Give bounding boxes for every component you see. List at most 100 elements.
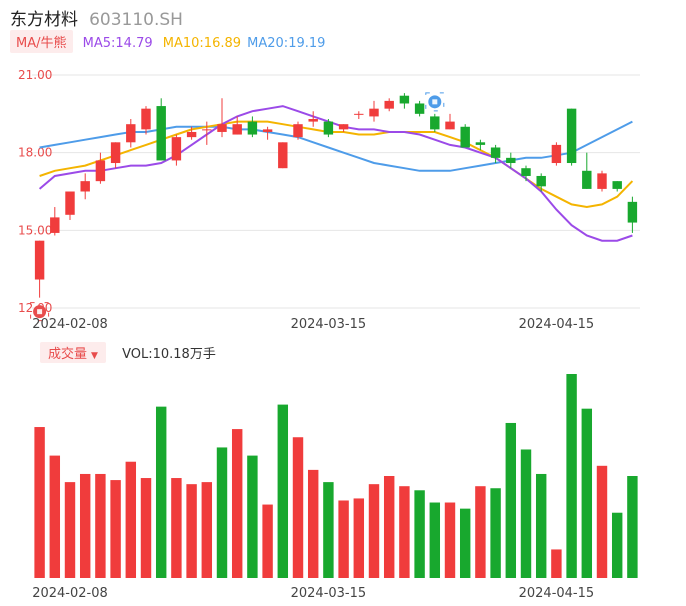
volume-bar-up xyxy=(383,476,395,578)
candle-up xyxy=(126,119,136,148)
candle-body xyxy=(506,157,516,164)
stock-name: 东方材料 xyxy=(10,10,78,30)
candle-body xyxy=(217,124,227,132)
volume-bar-up xyxy=(444,502,456,578)
candle-up xyxy=(338,124,349,132)
marker-glyph xyxy=(37,309,43,315)
candle-up xyxy=(95,152,106,184)
candle-body xyxy=(399,95,410,104)
candle-up xyxy=(308,111,318,127)
chevron-down-icon: ▼ xyxy=(91,351,98,361)
ma-legend: MA/牛熊 MA5:14.79 MA10:16.89 MA20:19.19 xyxy=(10,30,325,54)
candle-body xyxy=(141,108,151,130)
volume-bar-down xyxy=(459,508,471,578)
candle-up xyxy=(65,191,75,220)
volume-bar-down xyxy=(581,408,593,578)
candle-body xyxy=(126,124,136,143)
candle-down xyxy=(323,119,334,138)
candle-body xyxy=(95,160,106,182)
candle-body xyxy=(627,201,638,223)
candle-up xyxy=(445,113,455,130)
candle-up xyxy=(34,240,45,298)
candle-body xyxy=(536,175,546,187)
candle-body xyxy=(414,103,425,114)
candle-down xyxy=(247,116,258,138)
candle-body xyxy=(490,147,501,158)
candle-up xyxy=(597,170,607,192)
volume-bar-down xyxy=(429,502,441,578)
volume-bar-down xyxy=(566,374,577,578)
volume-bar-up xyxy=(307,469,319,578)
candle-body xyxy=(445,121,455,130)
ma-bull-bear-toggle[interactable]: MA/牛熊 xyxy=(10,30,73,53)
candle-body xyxy=(597,173,607,189)
x-tick-label: 2024-03-15 xyxy=(291,586,367,601)
candle-up xyxy=(171,134,182,166)
candle-down xyxy=(612,181,622,192)
x-tick-label: 2024-02-08 xyxy=(32,586,108,601)
candle-body xyxy=(369,108,379,117)
candle-down xyxy=(430,113,440,132)
candle-body xyxy=(460,126,470,148)
volume-date-axis-labels: 2024-02-08 2024-03-15 2024-04-15 xyxy=(32,586,594,601)
volume-bar-up xyxy=(551,549,562,578)
volume-bar-up xyxy=(34,427,45,578)
candle-down xyxy=(506,152,516,169)
volume-bar-up xyxy=(186,484,197,578)
candle-up xyxy=(110,142,121,169)
bull-bear-markers xyxy=(30,92,445,322)
volume-bar-down xyxy=(277,404,289,578)
candle-up xyxy=(354,111,364,120)
candle-down xyxy=(490,144,501,164)
volume-dropdown-label: 成交量 xyxy=(48,347,88,362)
volume-bar-down xyxy=(490,488,501,578)
volume-bar-up xyxy=(475,486,486,578)
candle-up xyxy=(80,173,90,200)
candle-body xyxy=(521,168,531,176)
volume-indicator-dropdown[interactable]: 成交量 ▼ xyxy=(40,342,106,363)
candle-body xyxy=(278,142,288,169)
candle-body xyxy=(186,131,197,138)
volume-bar-up xyxy=(338,500,349,578)
candle-body xyxy=(566,108,577,164)
ma10-legend: MA10:16.89 xyxy=(162,36,242,51)
volume-value: VOL:10.18万手 xyxy=(122,347,216,362)
candle-body xyxy=(171,137,182,161)
candle-down xyxy=(414,100,425,117)
candle-down xyxy=(156,98,166,161)
x-tick-label: 2024-03-15 xyxy=(291,317,367,332)
volume-bar-down xyxy=(155,406,167,578)
y-tick-label: 21.00 xyxy=(18,68,52,82)
volume-bars xyxy=(34,374,638,578)
volume-bar-up xyxy=(368,484,380,578)
candle-body xyxy=(582,170,592,189)
ma5-legend: MA5:14.79 xyxy=(82,36,153,51)
volume-bar-down xyxy=(414,490,425,578)
candlesticks xyxy=(34,93,638,298)
candle-body xyxy=(80,181,90,192)
candle-body xyxy=(430,116,440,130)
volume-bar-up xyxy=(399,486,410,578)
volume-bar-up xyxy=(125,461,137,578)
ma20-legend: MA20:19.19 xyxy=(247,36,326,51)
candle-body xyxy=(34,240,45,280)
candle-body xyxy=(338,124,349,130)
candle-body xyxy=(156,106,166,161)
x-tick-label: 2024-02-08 xyxy=(32,317,108,332)
candle-down xyxy=(399,93,410,109)
candle-body xyxy=(384,100,394,109)
candle-body xyxy=(50,217,60,233)
volume-bar-up xyxy=(353,498,365,578)
candle-up xyxy=(262,126,273,140)
volume-bar-up xyxy=(262,504,273,578)
candle-body xyxy=(323,121,334,135)
candle-up xyxy=(293,121,303,140)
candle-body xyxy=(293,124,303,138)
candle-body xyxy=(110,142,121,164)
stock-header: 东方材料 603110.SH xyxy=(10,5,183,30)
price-grid xyxy=(32,74,640,309)
bull-icon xyxy=(30,302,50,322)
volume-bar-up xyxy=(49,455,61,578)
candle-up xyxy=(141,106,151,135)
